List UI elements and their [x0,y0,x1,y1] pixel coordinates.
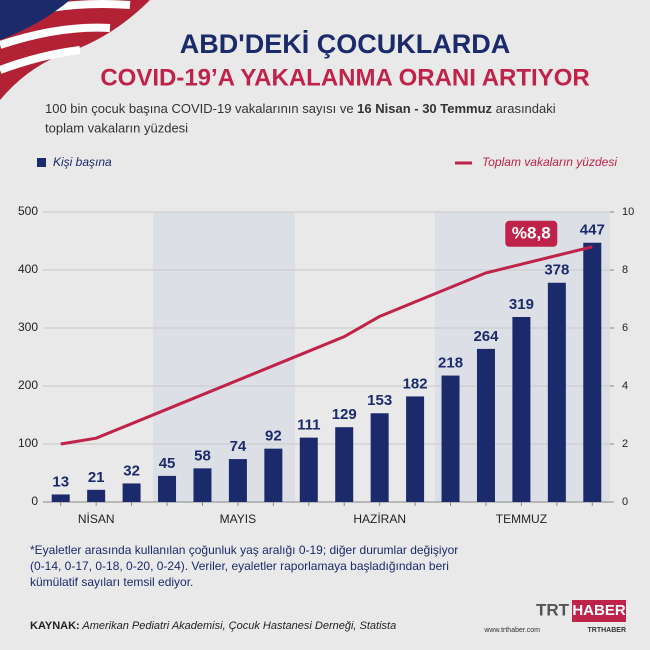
bar [87,489,106,502]
legend-label: Toplam vakaların yüzdesi [482,155,617,169]
bar-value-label: 378 [544,262,569,279]
bar-value-label: 92 [265,428,282,445]
subtitle-part: 16 Nisan - 30 Temmuz [357,101,492,116]
bar-value-label: 129 [332,406,357,423]
brand-handle: TRTHABER [588,627,627,634]
value-label-box [505,220,558,247]
bar [476,348,495,502]
y2-tick-label: 8 [622,264,628,276]
bar-value-label: 153 [367,392,392,409]
source: KAYNAK: Amerikan Pediatri Akademisi, Çoc… [30,620,396,632]
bar-value-label: 218 [438,355,463,372]
brand: TRT [536,600,570,619]
y-tick-label: 0 [31,494,38,508]
bar [547,282,566,502]
y-tick-label: 100 [18,436,38,450]
bar [122,483,141,502]
brand-box [572,600,626,622]
subtitle: 100 bin çocuk başına COVID-19 vakalarını… [45,101,556,116]
footnote: (0-14, 0-17, 0-18, 0-20, 0-24). Veriler,… [30,559,449,573]
bar-value-label: 45 [159,455,176,472]
title: ABD'DEKİ ÇOCUKLARDA [180,29,510,59]
bar [406,396,425,502]
bar [193,468,212,502]
subtitle: toplam vakaların yüzdesi [45,120,188,135]
bar-value-label: 74 [230,438,247,455]
flag [0,0,150,100]
y-tick-label: 300 [18,320,38,334]
bar [51,494,70,502]
line-value-label: %8,8 [512,223,551,242]
y2-tick-label: 10 [622,206,634,218]
source-text: Amerikan Pediatri Akademisi, Çocuk Hasta… [80,620,397,632]
bar [512,316,531,502]
footnote: kümülatif sayıları temsil ediyor. [30,575,193,589]
bar [264,448,283,502]
y-tick-label: 500 [18,204,38,218]
y2-tick-label: 2 [622,438,628,450]
x-tick-label: HAZİRAN [353,512,406,526]
source-label: KAYNAK: [30,620,80,632]
bar [228,459,247,502]
bar-value-label: 21 [88,469,105,486]
legend-swatch [37,158,46,167]
x-tick-label: MAYIS [220,512,256,526]
bar-value-label: 111 [297,417,320,434]
title: COVID-19’A YAKALANMA ORANI ARTIYOR [100,64,589,91]
bar-value-label: 264 [473,328,499,345]
x-tick-label: NİSAN [78,512,115,526]
y2-tick-label: 0 [622,496,628,508]
bar-value-label: 32 [123,462,140,479]
bar [583,242,602,503]
bar-value-label: 13 [52,473,69,490]
footnote: *Eyaletler arasında kullanılan çoğunluk … [30,543,458,557]
bar [370,413,389,502]
brand-url: www.trthaber.com [483,627,540,634]
bar-value-label: 447 [580,222,605,239]
bar [158,475,177,502]
brand: HABER [572,602,626,619]
bar-value-label: 319 [509,296,534,313]
bar [441,375,460,502]
bar-value-label: 58 [194,447,211,464]
line [60,245,593,446]
x-tick-label: TEMMUZ [496,512,547,526]
bar [299,437,318,502]
legend-label: Kişi başına [53,155,112,169]
bar [335,427,354,502]
y2-tick-label: 6 [622,322,628,334]
y-tick-label: 200 [18,378,38,392]
subtitle-part: arasındaki [492,101,556,116]
subtitle-part: 100 bin çocuk başına COVID-19 vakalarını… [45,101,357,116]
y2-tick-label: 4 [622,380,628,392]
bar-value-label: 182 [403,375,428,392]
y-tick-label: 400 [18,262,38,276]
